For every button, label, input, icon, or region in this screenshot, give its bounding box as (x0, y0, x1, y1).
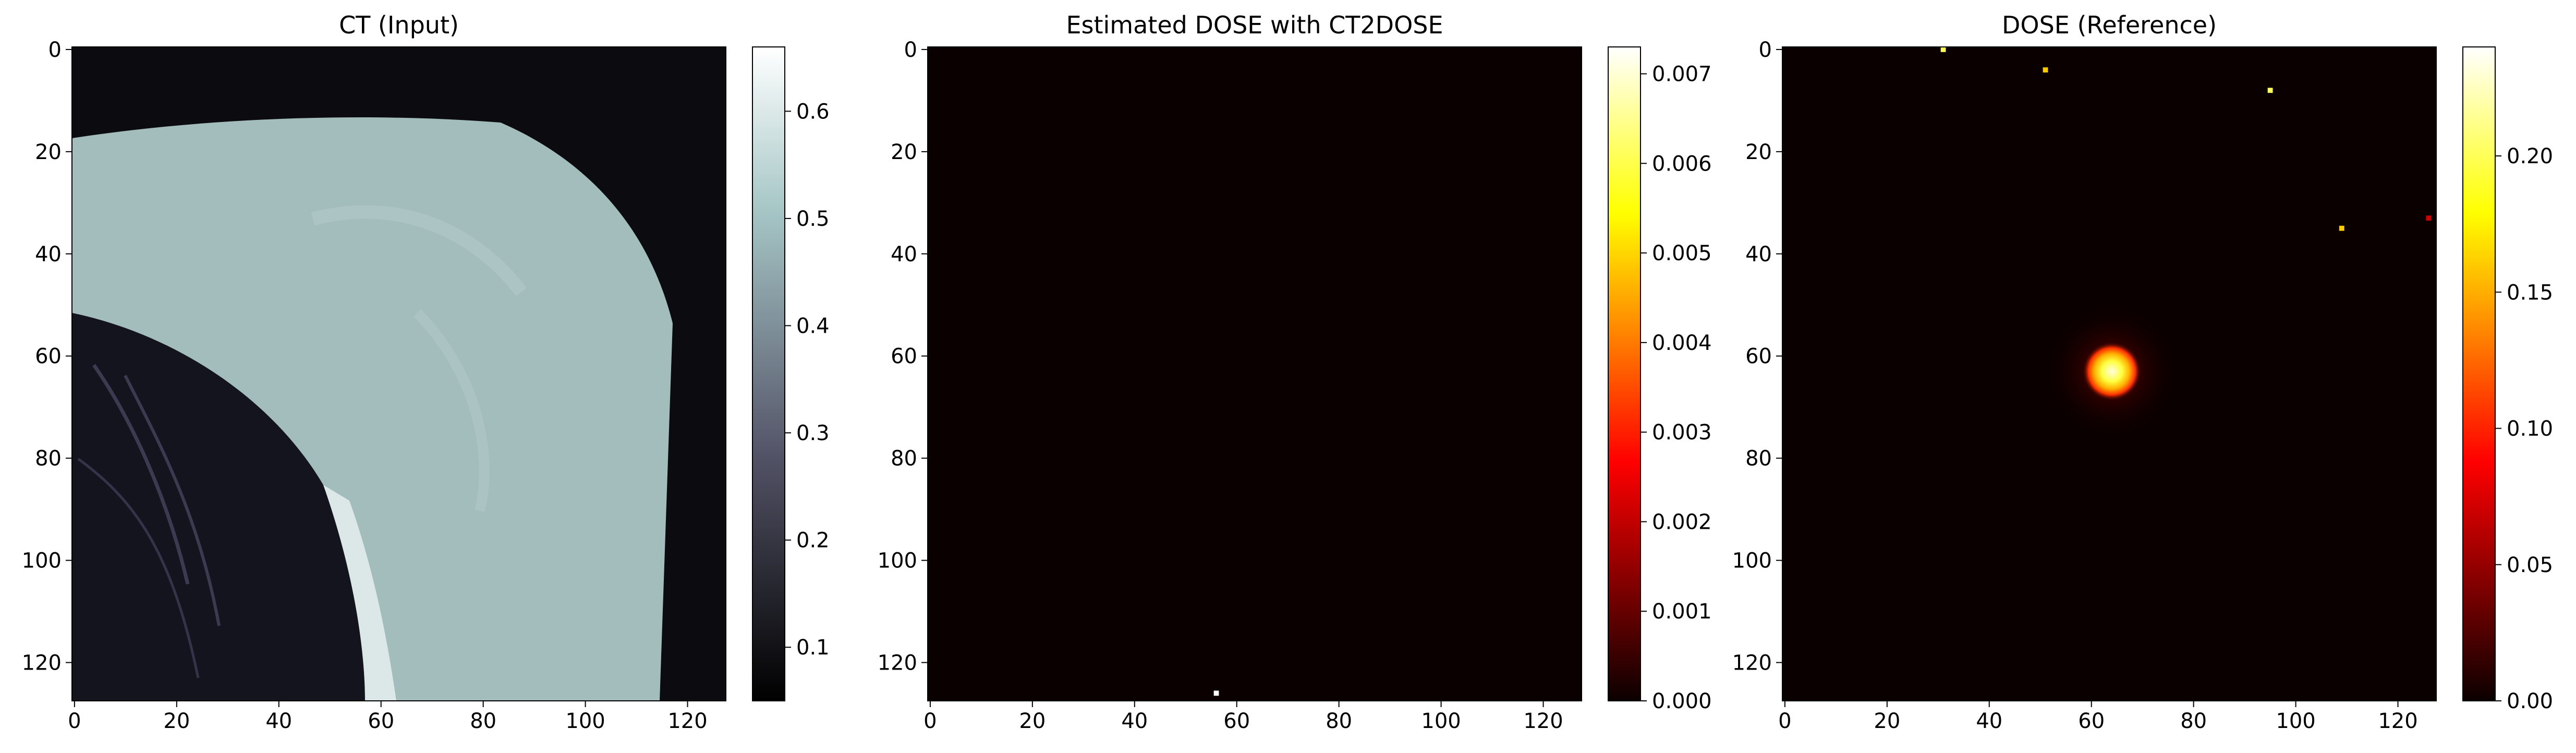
ref-dose-axis-ticks: 0 20 40 60 80 100 120 0 20 40 60 80 100 120 (1732, 38, 2418, 733)
est-dose-axis-ticks: 0 20 40 60 80 100 120 0 20 40 60 80 100 120 (878, 38, 1563, 733)
est-cbar-tick-label: 0.001 (1652, 600, 1712, 624)
est-xtick-label: 60 (1223, 709, 1250, 733)
ref-dose-point (2339, 225, 2344, 231)
ct-colorbar: 0.1 0.2 0.3 0.4 0.5 0.6 (752, 46, 830, 701)
ct-ytick-label: 0 (48, 38, 62, 62)
ref-dose-hotspot (2045, 305, 2179, 438)
est-dose-point (1213, 690, 1219, 696)
est-dose-title: Estimated DOSE with CT2DOSE (1066, 11, 1443, 39)
est-xtick-label: 100 (1421, 709, 1461, 733)
ct-ytick-label: 120 (22, 651, 62, 675)
ct-ytick-label: 80 (35, 447, 62, 471)
ref-xtick-label: 100 (2276, 709, 2315, 733)
est-cbar-tick-label: 0.005 (1652, 241, 1712, 265)
ct-title: CT (Input) (339, 11, 459, 39)
ct-ytick-label: 40 (35, 242, 62, 266)
ref-ytick-label: 80 (1745, 447, 1772, 471)
ref-dose-point (2043, 67, 2048, 72)
ref-dose-points (1940, 47, 2432, 231)
ref-dose-panel: DOSE (Reference) 0 20 40 60 80 100 120 0 20 40 60 8… (1732, 11, 2553, 733)
ct-cbar-tick-label: 0.6 (796, 100, 830, 124)
est-cbar-tick-label: 0.002 (1652, 510, 1712, 534)
est-dose-image (928, 47, 1582, 701)
ct-xtick-label: 80 (470, 709, 496, 733)
est-cbar-tick-label: 0.004 (1652, 331, 1712, 355)
ref-cbar-tick-label: 0.10 (2507, 417, 2553, 441)
est-cbar-tick-label: 0.007 (1652, 63, 1712, 87)
ref-xtick-label: 20 (1874, 709, 1900, 733)
ref-xtick-label: 120 (2378, 709, 2417, 733)
est-dose-panel: Estimated DOSE with CT2DOSE 0 20 40 60 80 100… (878, 11, 1712, 733)
ref-cbar-tick-label: 0.20 (2507, 144, 2553, 168)
est-cbar-tick-label: 0.006 (1652, 152, 1712, 176)
est-dose-points (1213, 690, 1219, 696)
est-ytick-label: 0 (904, 38, 917, 62)
ct-cbar-tick-label: 0.5 (796, 207, 830, 231)
ref-ytick-label: 0 (1759, 38, 1772, 62)
ct-image (72, 47, 726, 701)
ct-cbar-tick-label: 0.1 (796, 636, 830, 660)
ref-cbar-tick-label: 0.15 (2507, 281, 2553, 305)
ref-xtick-label: 60 (2078, 709, 2105, 733)
ref-ytick-label: 120 (1732, 651, 1772, 675)
est-cbar-tick-label: 0.003 (1652, 421, 1712, 445)
ct-cbar-tick-label: 0.2 (796, 529, 830, 553)
ct-ytick-label: 20 (35, 140, 62, 164)
ref-xtick-label: 40 (1976, 709, 2002, 733)
ref-ytick-label: 40 (1745, 242, 1772, 266)
est-ytick-label: 120 (878, 651, 917, 675)
ref-ytick-label: 60 (1745, 345, 1772, 369)
ct-xtick-label: 100 (565, 709, 605, 733)
est-dose-colorbar-ticks: 0.000 0.001 0.002 0.003 0.004 0.005 0.006 0.007 (1641, 63, 1712, 713)
est-xtick-label: 40 (1121, 709, 1148, 733)
ref-dose-colorbar: 0.00 0.05 0.10 0.15 0.20 (2462, 46, 2553, 713)
ct-xtick-label: 60 (368, 709, 394, 733)
ref-dose-colorbar-ticks: 0.00 0.05 0.10 0.15 0.20 (2495, 144, 2553, 713)
est-xtick-label: 0 (924, 709, 937, 733)
est-cbar-tick-label: 0.000 (1652, 689, 1712, 713)
ref-dose-point (2426, 215, 2432, 221)
ct-xtick-label: 20 (163, 709, 190, 733)
ct-axis-ticks: 0 20 40 60 80 100 120 0 20 40 60 80 100 120 (22, 38, 708, 733)
ref-xtick-label: 80 (2180, 709, 2207, 733)
ct-xtick-label: 40 (265, 709, 292, 733)
ref-dose-point (1940, 47, 1946, 52)
ct-colorbar-ticks: 0.1 0.2 0.3 0.4 0.5 0.6 (785, 100, 830, 660)
ref-cbar-tick-label: 0.00 (2507, 689, 2553, 713)
est-ytick-label: 20 (891, 140, 917, 164)
est-ytick-label: 60 (891, 345, 917, 369)
ct-panel: CT (Input) 0 20 40 60 80 100 120 0 20 40 60 80 100 12… (22, 11, 830, 733)
est-ytick-label: 100 (878, 549, 917, 573)
ref-cbar-tick-label: 0.05 (2507, 553, 2553, 577)
ref-xtick-label: 0 (1778, 709, 1791, 733)
ref-dose-point (2267, 88, 2273, 93)
ct-xtick-label: 120 (667, 709, 707, 733)
ref-dose-title: DOSE (Reference) (2002, 11, 2217, 39)
ct-ytick-label: 60 (35, 345, 62, 369)
est-xtick-label: 80 (1326, 709, 1352, 733)
ct-cbar-tick-label: 0.3 (796, 421, 830, 445)
est-dose-colorbar: 0.000 0.001 0.002 0.003 0.004 0.005 0.006 0.007 (1608, 46, 1712, 713)
ct-cbar-tick-label: 0.4 (796, 314, 830, 338)
est-ytick-label: 40 (891, 242, 917, 266)
ref-dose-hotspot-core (2082, 342, 2142, 401)
est-xtick-label: 20 (1019, 709, 1046, 733)
ct-xtick-label: 0 (68, 709, 81, 733)
est-xtick-label: 120 (1523, 709, 1563, 733)
ref-ytick-label: 100 (1732, 549, 1772, 573)
est-ytick-label: 80 (891, 447, 917, 471)
ct-ytick-label: 100 (22, 549, 62, 573)
ref-ytick-label: 20 (1745, 140, 1772, 164)
